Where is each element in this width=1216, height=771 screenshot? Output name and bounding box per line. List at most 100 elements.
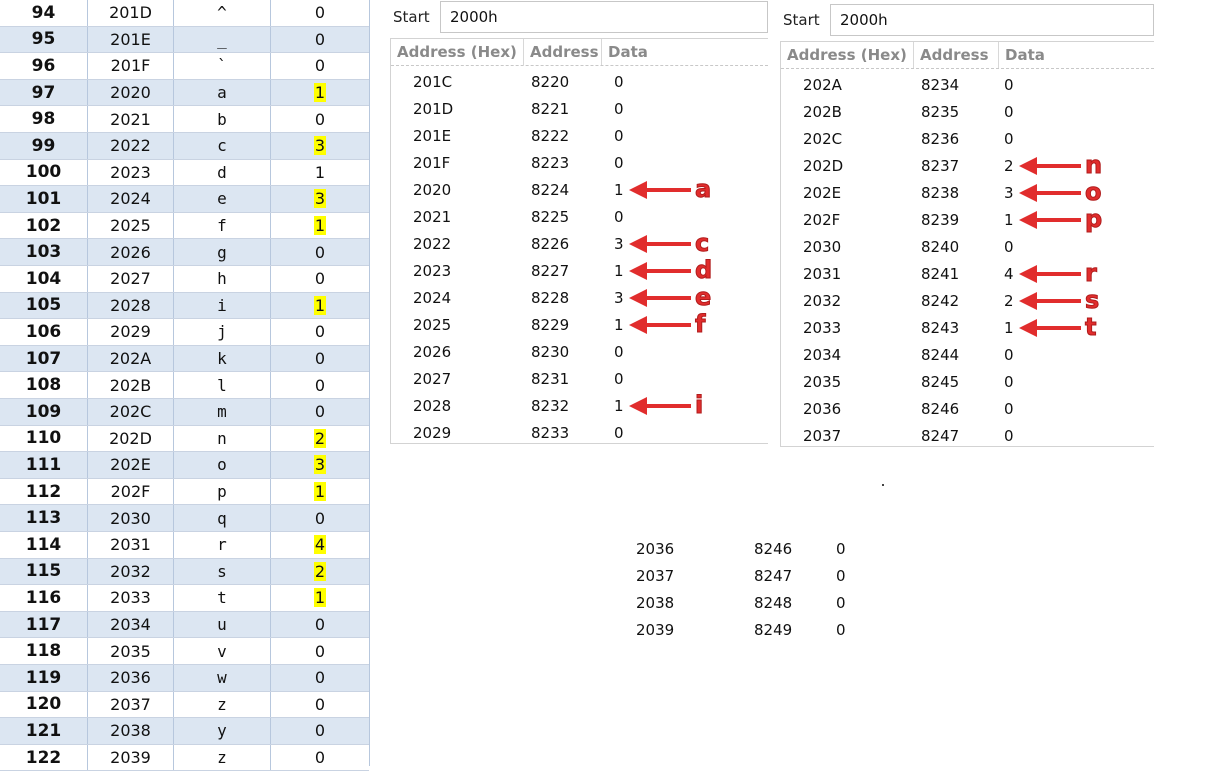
hex-address-cell[interactable]: 2023: [88, 159, 174, 186]
hex-address-cell[interactable]: 2028: [88, 292, 174, 319]
row-number-cell[interactable]: 104: [0, 266, 88, 292]
hex-address-cell[interactable]: 202A: [88, 345, 174, 372]
count-cell[interactable]: 0: [271, 665, 369, 691]
row-number-cell[interactable]: 100: [0, 159, 88, 186]
row-number-cell[interactable]: 118: [0, 638, 88, 664]
character-cell[interactable]: r: [174, 532, 271, 558]
row-number-cell[interactable]: 94: [0, 0, 88, 26]
memory-row[interactable]: 202C 8236 0: [781, 125, 1154, 152]
row-number-cell[interactable]: 97: [0, 79, 88, 106]
character-cell[interactable]: a: [174, 79, 271, 106]
character-cell[interactable]: t: [174, 585, 271, 611]
memory-row[interactable]: 2037 8247 0: [781, 422, 1154, 449]
row-number-cell[interactable]: 114: [0, 532, 88, 558]
memory-row[interactable]: 2022 8226 3: [391, 230, 768, 257]
count-cell[interactable]: 0: [271, 346, 369, 372]
hex-address-cell[interactable]: 2031: [88, 532, 174, 558]
memory-row[interactable]: 201C 8220 0: [391, 68, 768, 95]
row-number-cell[interactable]: 117: [0, 611, 88, 638]
hex-address-cell[interactable]: 2030: [88, 505, 174, 531]
hex-address-cell[interactable]: 2024: [88, 186, 174, 212]
row-number-cell[interactable]: 98: [0, 106, 88, 132]
character-cell[interactable]: q: [174, 505, 271, 531]
character-cell[interactable]: e: [174, 186, 271, 212]
count-cell[interactable]: 0: [271, 745, 369, 771]
hex-address-cell[interactable]: 201E: [88, 26, 174, 53]
hex-address-cell[interactable]: 201F: [88, 53, 174, 79]
row-number-cell[interactable]: 120: [0, 691, 88, 718]
count-cell[interactable]: 0: [271, 372, 369, 398]
count-cell[interactable]: 3: [271, 133, 369, 159]
memory-row[interactable]: 2024 8228 3: [391, 284, 768, 311]
count-cell[interactable]: 1: [271, 80, 369, 106]
row-number-cell[interactable]: 109: [0, 399, 88, 425]
header-address[interactable]: Address: [524, 39, 602, 65]
hex-address-cell[interactable]: 2037: [88, 691, 174, 718]
count-cell[interactable]: 0: [271, 27, 369, 53]
character-cell[interactable]: z: [174, 691, 271, 718]
start-address-input[interactable]: 2000h: [830, 4, 1154, 36]
character-cell[interactable]: l: [174, 372, 271, 398]
hex-address-cell[interactable]: 2022: [88, 133, 174, 159]
row-number-cell[interactable]: 116: [0, 585, 88, 611]
memory-row[interactable]: 2035 8245 0: [781, 368, 1154, 395]
header-address[interactable]: Address: [914, 42, 999, 68]
count-cell[interactable]: 0: [271, 53, 369, 79]
row-number-cell[interactable]: 99: [0, 133, 88, 159]
count-cell[interactable]: 2: [271, 559, 369, 585]
hex-address-cell[interactable]: 2026: [88, 239, 174, 265]
hex-address-cell[interactable]: 201D: [88, 0, 174, 26]
hex-address-cell[interactable]: 2025: [88, 212, 174, 239]
character-cell[interactable]: o: [174, 452, 271, 478]
count-cell[interactable]: 1: [271, 585, 369, 611]
character-cell[interactable]: b: [174, 106, 271, 132]
count-cell[interactable]: 3: [271, 186, 369, 212]
memory-row[interactable]: 202D 8237 2: [781, 152, 1154, 179]
row-number-cell[interactable]: 119: [0, 665, 88, 691]
count-cell[interactable]: 1: [271, 479, 369, 505]
memory-row[interactable]: 202A 8234 0: [781, 71, 1154, 98]
character-cell[interactable]: n: [174, 425, 271, 452]
row-number-cell[interactable]: 111: [0, 452, 88, 478]
character-cell[interactable]: `: [174, 53, 271, 79]
character-cell[interactable]: g: [174, 239, 271, 265]
hex-address-cell[interactable]: 2038: [88, 718, 174, 744]
memory-row[interactable]: 2021 8225 0: [391, 203, 768, 230]
count-cell[interactable]: 0: [271, 106, 369, 132]
count-cell[interactable]: 0: [271, 718, 369, 744]
hex-address-cell[interactable]: 2029: [88, 319, 174, 345]
memory-row[interactable]: 202E 8238 3: [781, 179, 1154, 206]
count-cell[interactable]: 0: [271, 319, 369, 345]
character-cell[interactable]: _: [174, 26, 271, 53]
character-cell[interactable]: ^: [174, 0, 271, 26]
memory-row[interactable]: 202F 8239 1: [781, 206, 1154, 233]
row-number-cell[interactable]: 105: [0, 292, 88, 319]
row-number-cell[interactable]: 107: [0, 345, 88, 372]
count-cell[interactable]: 2: [271, 426, 369, 452]
memory-row[interactable]: 2032 8242 2: [781, 287, 1154, 314]
character-cell[interactable]: j: [174, 319, 271, 345]
hex-address-cell[interactable]: 202F: [88, 478, 174, 505]
header-address-hex[interactable]: Address (Hex): [781, 42, 914, 68]
character-cell[interactable]: w: [174, 665, 271, 691]
count-cell[interactable]: 0: [271, 0, 369, 26]
memory-row[interactable]: 2034 8244 0: [781, 341, 1154, 368]
memory-row[interactable]: 2033 8243 1: [781, 314, 1154, 341]
memory-row[interactable]: 202B 8235 0: [781, 98, 1154, 125]
memory-row[interactable]: 201D 8221 0: [391, 95, 768, 122]
hex-address-cell[interactable]: 2039: [88, 744, 174, 771]
memory-row[interactable]: 201F 8223 0: [391, 149, 768, 176]
row-number-cell[interactable]: 121: [0, 718, 88, 744]
count-cell[interactable]: 1: [271, 213, 369, 239]
header-data[interactable]: Data: [1005, 46, 1045, 64]
count-cell[interactable]: 1: [271, 293, 369, 319]
count-cell[interactable]: 1: [271, 160, 369, 186]
memory-row[interactable]: 2028 8232 1: [391, 392, 768, 419]
count-cell[interactable]: 0: [271, 239, 369, 265]
character-cell[interactable]: h: [174, 266, 271, 292]
character-cell[interactable]: v: [174, 638, 271, 664]
count-cell[interactable]: 4: [271, 532, 369, 558]
count-cell[interactable]: 0: [271, 692, 369, 718]
header-address-hex[interactable]: Address (Hex): [391, 39, 524, 65]
header-data[interactable]: Data: [608, 43, 648, 61]
